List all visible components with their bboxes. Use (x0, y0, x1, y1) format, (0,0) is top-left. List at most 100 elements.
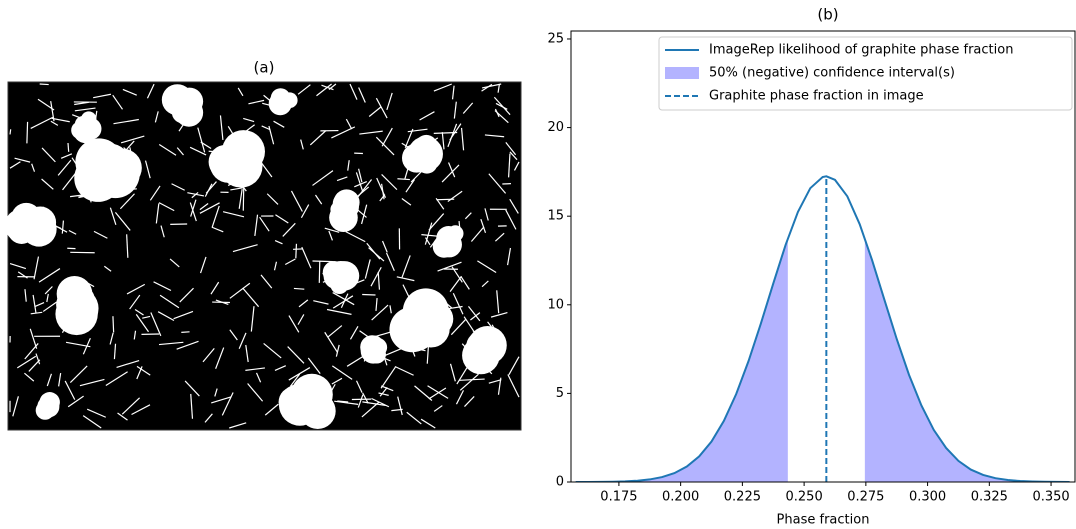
grain-boundary (122, 88, 137, 96)
grain-boundary (9, 262, 27, 270)
grain-boundary (288, 315, 300, 333)
grain-boundary (386, 92, 393, 111)
grain-boundary (82, 415, 102, 429)
grain-boundary (113, 343, 117, 360)
x-tick-label: 0.350 (1032, 490, 1069, 505)
grain-boundary (345, 118, 353, 130)
grain-boundary (324, 331, 339, 353)
grain-boundary (508, 356, 520, 376)
grain-boundary (355, 380, 363, 393)
grain-boundary (109, 332, 114, 345)
graphite-particle (21, 211, 57, 247)
x-tick-label: 0.250 (786, 490, 823, 505)
grain-boundary (505, 209, 517, 230)
grain-boundary (368, 106, 382, 117)
grain-boundary (133, 330, 137, 340)
grain-boundary (50, 120, 59, 126)
grain-boundary (331, 365, 353, 380)
x-tick-label: 0.200 (662, 490, 699, 505)
grain-boundary (135, 314, 149, 333)
grain-boundary (484, 208, 489, 221)
grain-boundary (287, 346, 305, 364)
grain-boundary (481, 83, 502, 89)
grain-boundary (153, 281, 172, 292)
y-tick-label: 10 (547, 297, 564, 312)
grain-boundary (248, 99, 265, 105)
grain-boundary (375, 298, 378, 311)
grain-boundary (150, 312, 162, 337)
grain-boundary (238, 189, 243, 209)
grain-boundary (480, 218, 487, 234)
legend-label: 50% (negative) confidence interval(s) (709, 66, 955, 81)
grain-boundary (507, 374, 520, 398)
grain-boundary (375, 136, 395, 156)
grain-boundary (160, 225, 165, 238)
grain-boundary (266, 193, 279, 205)
grain-boundary (93, 230, 108, 239)
grain-boundary (293, 287, 305, 290)
grain-boundary (376, 177, 387, 198)
grain-boundary (340, 293, 349, 309)
grain-boundary (232, 244, 258, 253)
grain-boundary (42, 301, 57, 312)
grain-boundary (447, 190, 463, 203)
grain-boundary (202, 347, 215, 363)
grain-boundary (189, 146, 207, 156)
likelihood-line (575, 175, 1070, 482)
grain-boundary (274, 240, 283, 245)
graphite-particle (419, 301, 454, 336)
grain-boundary (158, 341, 184, 346)
grain-boundary (176, 147, 184, 156)
grain-boundary (245, 367, 265, 371)
grain-boundary (86, 408, 106, 418)
grain-boundary (9, 161, 21, 169)
grain-boundary (297, 84, 311, 95)
grain-boundary (289, 373, 301, 387)
grain-boundary (67, 395, 84, 408)
grain-boundary (60, 153, 73, 159)
grain-boundary (134, 308, 144, 316)
axes-frame (570, 30, 1076, 483)
grain-boundary (359, 130, 383, 135)
grain-boundary (263, 342, 282, 359)
y-tick-label: 15 (547, 209, 564, 224)
grain-boundary (155, 203, 160, 224)
grain-boundary (184, 380, 200, 397)
grain-boundary (509, 151, 518, 161)
grain-boundary (12, 396, 19, 417)
legend-label: Graphite phase fraction in image (709, 89, 924, 104)
grain-boundary (358, 168, 363, 183)
x-axis-label: Phase fraction (777, 513, 870, 528)
grain-boundary (144, 160, 151, 179)
grain-boundary (379, 387, 388, 397)
grain-boundary (381, 240, 388, 253)
grain-boundary (229, 329, 238, 341)
grain-boundary (301, 246, 312, 269)
grain-boundary (437, 261, 462, 272)
grain-boundary (30, 116, 54, 129)
grain-boundary (41, 178, 54, 190)
grain-boundary (112, 316, 115, 333)
grain-boundary (65, 341, 91, 348)
grain-boundary (39, 83, 49, 86)
grain-boundary (505, 142, 517, 156)
graphite-particle (407, 141, 430, 165)
legend-box (658, 36, 1073, 111)
grain-boundary (109, 207, 117, 225)
grain-boundary (357, 394, 364, 408)
grain-boundary (68, 229, 77, 235)
grain-boundary (453, 101, 457, 119)
grain-boundary (377, 272, 381, 290)
grain-boundary (513, 161, 520, 171)
grain-boundary (290, 190, 303, 212)
grain-boundary (295, 243, 298, 259)
grain-boundary (331, 377, 343, 385)
axes: 0.175 0.200 0.225 0.250 0.275 0.300 0.325 0.350… (547, 30, 1076, 505)
graphite-particle (76, 156, 116, 196)
graphite-particle (270, 88, 291, 108)
grain-boundary (215, 299, 229, 305)
grain-boundary (120, 135, 145, 144)
grain-boundary (460, 275, 470, 290)
grain-boundary (321, 84, 334, 91)
